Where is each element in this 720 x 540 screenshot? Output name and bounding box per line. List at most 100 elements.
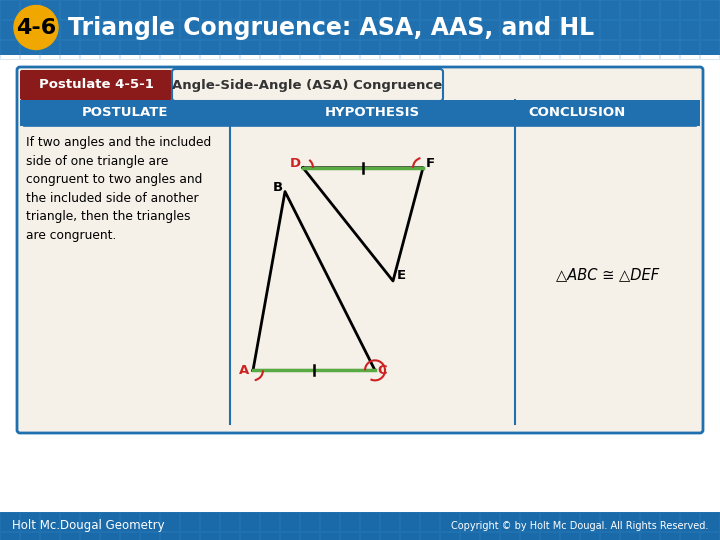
Text: CONCLUSION: CONCLUSION	[528, 106, 626, 119]
Bar	[540, 512, 559, 531]
Text: B: B	[273, 180, 283, 193]
Bar	[100, 40, 119, 59]
Bar	[100, 0, 119, 19]
Bar	[120, 20, 139, 39]
Bar	[320, 20, 339, 39]
Bar	[300, 532, 319, 540]
Bar	[500, 532, 519, 540]
Bar	[80, 20, 99, 39]
Bar	[380, 532, 399, 540]
Bar	[20, 532, 39, 540]
Text: △ABC ≅ △DEF: △ABC ≅ △DEF	[556, 267, 659, 282]
Bar	[0, 512, 19, 531]
Bar	[480, 0, 499, 19]
Bar	[560, 0, 579, 19]
Bar	[0, 0, 19, 19]
Bar	[320, 40, 339, 59]
Bar	[180, 512, 199, 531]
Bar	[380, 20, 399, 39]
Bar	[460, 40, 479, 59]
Bar	[680, 0, 699, 19]
Bar	[0, 512, 720, 540]
Bar	[180, 0, 199, 19]
Bar	[480, 40, 499, 59]
Bar	[160, 40, 179, 59]
Bar	[340, 40, 359, 59]
Bar	[260, 40, 279, 59]
Bar	[40, 532, 59, 540]
Bar	[380, 0, 399, 19]
Bar	[640, 40, 659, 59]
Bar	[80, 512, 99, 531]
Bar	[300, 0, 319, 19]
Bar	[140, 0, 159, 19]
Bar	[240, 40, 259, 59]
FancyBboxPatch shape	[17, 67, 703, 433]
Bar	[440, 40, 459, 59]
Text: D: D	[290, 157, 301, 170]
Bar	[340, 0, 359, 19]
Bar	[540, 532, 559, 540]
Bar	[600, 20, 619, 39]
Bar	[360, 40, 379, 59]
Bar	[460, 0, 479, 19]
Bar	[280, 512, 299, 531]
Bar	[700, 512, 719, 531]
Bar	[320, 512, 339, 531]
Bar	[660, 532, 679, 540]
Bar	[520, 0, 539, 19]
Bar	[440, 20, 459, 39]
Bar	[500, 0, 519, 19]
Bar	[320, 532, 339, 540]
Bar	[500, 20, 519, 39]
Bar	[420, 40, 439, 59]
Bar	[620, 0, 639, 19]
Text: Triangle Congruence: ASA, AAS, and HL: Triangle Congruence: ASA, AAS, and HL	[68, 16, 594, 39]
Bar	[380, 40, 399, 59]
Bar	[700, 0, 719, 19]
Bar	[400, 20, 419, 39]
Bar	[600, 512, 619, 531]
Bar	[620, 532, 639, 540]
Bar	[0, 532, 19, 540]
Bar	[140, 40, 159, 59]
Bar	[40, 40, 59, 59]
Bar	[260, 532, 279, 540]
Bar	[60, 512, 79, 531]
Bar	[420, 0, 439, 19]
Bar	[120, 40, 139, 59]
FancyBboxPatch shape	[20, 70, 172, 100]
Bar	[160, 0, 179, 19]
Bar	[640, 512, 659, 531]
Bar	[20, 40, 39, 59]
Bar	[560, 20, 579, 39]
Bar	[220, 0, 239, 19]
Bar	[100, 20, 119, 39]
Bar	[600, 0, 619, 19]
Bar	[440, 512, 459, 531]
Bar	[680, 20, 699, 39]
Bar	[360, 532, 379, 540]
Bar	[200, 0, 219, 19]
Bar	[300, 20, 319, 39]
Bar	[280, 532, 299, 540]
Bar	[660, 512, 679, 531]
Bar	[300, 512, 319, 531]
Bar	[180, 20, 199, 39]
Bar	[580, 40, 599, 59]
Bar	[340, 532, 359, 540]
FancyBboxPatch shape	[172, 69, 443, 101]
Text: C: C	[377, 364, 387, 377]
Text: 4-6: 4-6	[16, 17, 56, 37]
Bar	[400, 40, 419, 59]
Bar	[680, 532, 699, 540]
Bar	[440, 0, 459, 19]
Bar	[500, 512, 519, 531]
Bar	[560, 512, 579, 531]
Bar	[640, 20, 659, 39]
Bar	[540, 0, 559, 19]
Bar	[120, 512, 139, 531]
Bar	[240, 532, 259, 540]
Bar	[600, 532, 619, 540]
Bar	[360, 512, 379, 531]
